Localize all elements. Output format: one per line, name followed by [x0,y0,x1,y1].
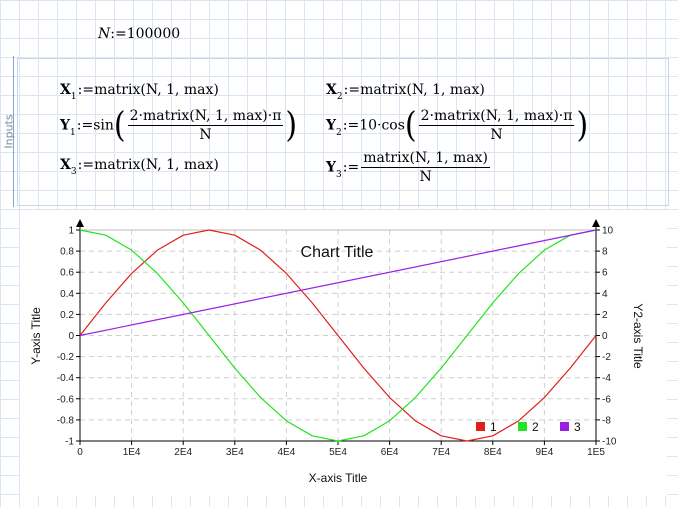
legend-label-3: 3 [574,420,581,434]
y2-definition[interactable]: Y2:=10·cos(2·matrix(N, 1, max)·π N) [326,108,588,143]
x1-var: X [60,82,71,98]
n-def-op: := [110,26,127,42]
x-tick-label: 3E4 [226,447,244,458]
x2-op: := [343,82,361,98]
y2-func: 10·cos [359,117,405,134]
y2-sub: 2 [336,127,342,138]
y2-tick-label: 10 [602,226,614,237]
y3-definition[interactable]: Y3:= matrix(N, 1, max) N [326,150,492,185]
y2-tick-label: 0 [602,331,608,342]
x-tick-label: 7E4 [432,447,450,458]
y2-var: Y [326,117,336,134]
y1-numerator: 2·matrix(N, 1, max)·π [127,108,284,126]
y2-tick-label: -10 [602,437,617,448]
y1-rparen: ) [285,104,298,146]
y-tick-label: -0.4 [57,373,75,384]
x3-sub: 3 [70,167,77,177]
y1-sub: 1 [70,127,76,138]
x1-expr: matrix(N, 1, max) [94,82,219,98]
x-tick-label: 8E4 [484,447,502,458]
y-tick-label: 0.4 [60,289,74,300]
x2-definition[interactable]: X2:=matrix(N, 1, max) [326,82,485,102]
series-2-line [79,229,597,442]
y2-axis-title: Y2-axis Title [631,303,645,369]
chart-component[interactable]: 0 1E4 2E4 3E4 4E4 5E4 6E4 7E4 8E4 9E4 1E5 -1 -0.8 -0.… [20,210,667,496]
y3-var: Y [326,159,336,176]
y-tick-label: 0.6 [60,268,74,279]
y-tick-label: -0.8 [57,415,75,426]
y2-tick-label: 8 [602,247,608,258]
y3-denominator: N [419,169,432,185]
y2-axis-arrow [592,219,600,227]
x-tick-label: 1E4 [123,447,141,458]
y3-op: := [342,159,360,176]
y-tick-label: 1 [68,226,74,237]
n-definition[interactable]: N:=100000 [98,26,180,42]
x3-op: := [77,157,95,173]
y1-lparen: ( [113,104,126,146]
legend-swatch-1 [476,422,485,431]
legend-label-2: 2 [532,420,539,434]
y-tick-label: -0.2 [57,352,75,363]
y-axis-title: Y-axis Title [29,307,43,365]
y2-tick-label: -2 [602,352,611,363]
y1-op: := [76,117,94,134]
y2-fraction: 2·matrix(N, 1, max)·π N [418,108,575,143]
y-axis-arrow [76,219,84,227]
legend-swatch-3 [560,422,569,431]
legend-label-1: 1 [490,420,497,434]
x-tick-label: 1E5 [587,447,605,458]
y-tick-label: 0.8 [60,247,74,258]
y3-sub: 3 [336,169,342,180]
y2-tick-label: -8 [602,415,611,426]
inputs-region-bracket[interactable] [13,56,18,207]
y3-numerator: matrix(N, 1, max) [361,150,491,168]
chart-title: Chart Title [301,244,374,261]
n-def-lhs: N [98,26,111,42]
y2-denominator: N [490,127,503,143]
x-tick-label: 6E4 [381,447,399,458]
x1-op: := [77,82,95,98]
x-tick-label: 5E4 [329,447,347,458]
x-tick-label: 0 [77,447,83,458]
y2-lparen: ( [404,104,417,146]
y2-tick-label: -4 [602,373,611,384]
inputs-region-label[interactable]: Inputs [2,114,16,149]
y-tick-label: -0.6 [57,394,75,405]
y3-fraction: matrix(N, 1, max) N [361,150,491,185]
y2-rparen: ) [576,104,589,146]
x1-sub: 1 [70,92,77,102]
y1-var: Y [60,117,70,134]
y2-numerator: 2·matrix(N, 1, max)·π [418,108,575,126]
y1-fraction: 2·matrix(N, 1, max)·π N [127,108,284,143]
x2-sub: 2 [336,92,343,102]
y1-func: sin [93,117,114,134]
x-tick-label: 9E4 [536,447,554,458]
y2-tick-label: -6 [602,394,611,405]
y-tick-label: 0 [68,331,74,342]
x1-definition[interactable]: X1:=matrix(N, 1, max) [60,82,219,102]
inputs-region-box [17,58,669,206]
x-axis-title: X-axis Title [309,471,368,485]
y1-definition[interactable]: Y1:=sin(2·matrix(N, 1, max)·π N) [60,108,297,143]
x3-expr: matrix(N, 1, max) [94,157,219,173]
chart-svg[interactable]: 0 1E4 2E4 3E4 4E4 5E4 6E4 7E4 8E4 9E4 1E5 -1 -0.8 -0.… [20,210,667,496]
y2-op: := [342,117,360,134]
y-tick-label: -1 [65,437,74,448]
x3-definition[interactable]: X3:=matrix(N, 1, max) [60,157,219,177]
y2-tick-label: 6 [602,268,608,279]
x-tick-label: 4E4 [278,447,296,458]
series-3-line [79,229,597,337]
y2-tick-label: 2 [602,310,608,321]
legend-swatch-2 [518,422,527,431]
x3-var: X [60,157,71,173]
y-tick-label: 0.2 [60,310,74,321]
y1-denominator: N [199,127,212,143]
series-1-line [79,229,597,442]
y2-tick-label: 4 [602,289,608,300]
x-tick-label: 2E4 [174,447,192,458]
n-def-rhs: 100000 [126,26,181,42]
x2-var: X [326,82,337,98]
x2-expr: matrix(N, 1, max) [360,82,485,98]
